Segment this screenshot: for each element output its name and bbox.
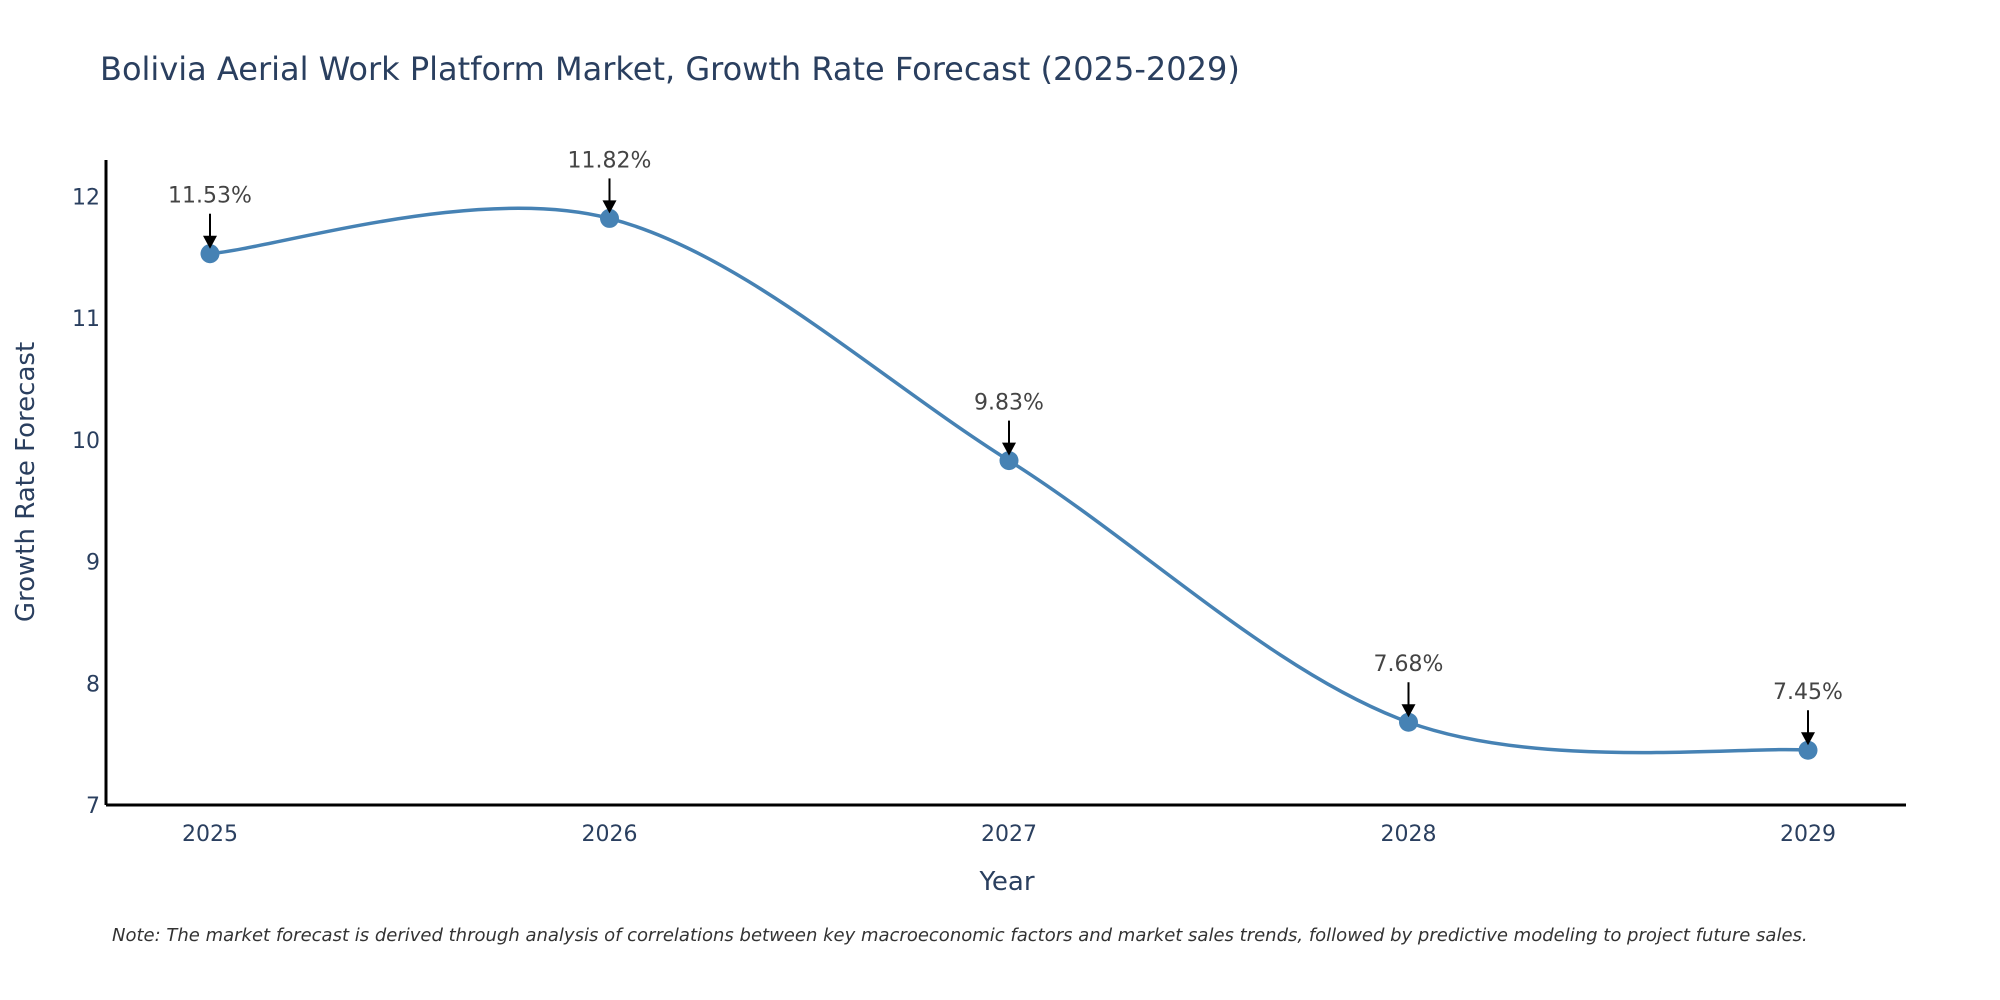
x-tick-label: 2029 <box>1780 822 1836 847</box>
data-point <box>1399 712 1418 732</box>
x-axis-title: Year <box>978 867 1034 897</box>
x-tick-label: 2025 <box>182 822 238 847</box>
y-tick-label: 11 <box>72 307 100 332</box>
x-tick-label: 2027 <box>981 822 1037 847</box>
x-tick-label: 2026 <box>582 822 638 847</box>
data-label: 11.53% <box>168 184 252 209</box>
plot-area: 7 8 9 10 11 12 2025 2026 2027 2028 2029 11.53% 11.82… <box>72 148 1843 847</box>
series-line <box>209 206 1809 755</box>
y-tick-label: 7 <box>86 794 100 819</box>
data-point <box>999 451 1019 471</box>
y-tick-label: 8 <box>86 672 100 697</box>
y-tick-label: 12 <box>72 186 100 211</box>
annotation-arrow-head <box>602 200 617 214</box>
data-label: 9.83% <box>974 391 1044 416</box>
annotation-arrow-head <box>1002 442 1016 456</box>
data-label: 7.68% <box>1374 652 1444 677</box>
annotation-arrow-head <box>1401 704 1416 718</box>
x-tick-label: 2028 <box>1381 822 1437 847</box>
y-tick-label: 10 <box>72 429 100 454</box>
data-label: 7.45% <box>1773 680 1843 705</box>
annotation-arrow-head <box>1801 732 1815 746</box>
chart-title: Bolivia Aerial Work Platform Market, Gro… <box>100 50 1240 88</box>
annotation-arrow-head <box>203 235 217 249</box>
y-tick-label: 9 <box>86 551 100 576</box>
data-point <box>1798 740 1818 760</box>
chart-note: Note: The market forecast is derived thr… <box>112 925 1808 946</box>
data-point <box>200 244 220 264</box>
data-point <box>600 208 619 228</box>
data-label: 11.82% <box>568 148 652 173</box>
y-axis-title: Growth Rate Forecast <box>11 342 41 622</box>
